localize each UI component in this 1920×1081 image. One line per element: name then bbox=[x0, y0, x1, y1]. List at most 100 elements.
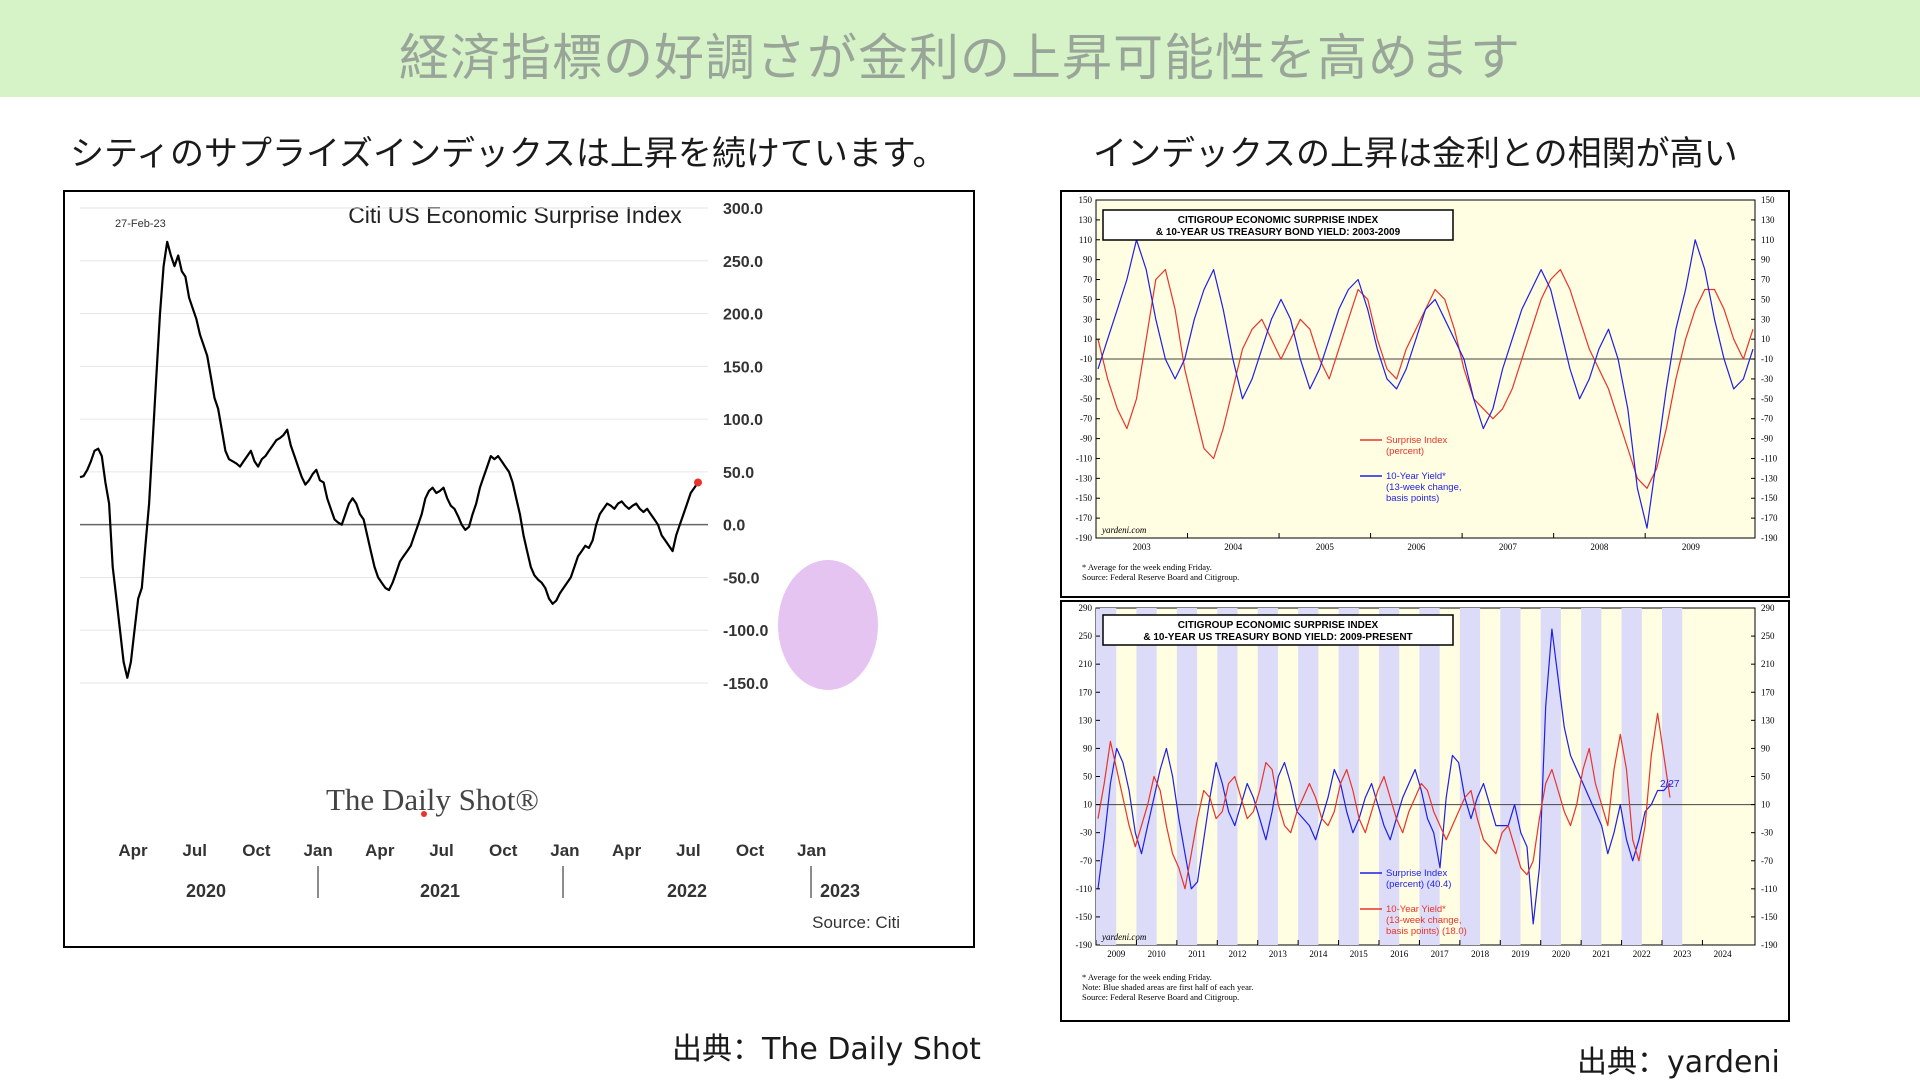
half-year-shade bbox=[1298, 608, 1319, 945]
half-year-shade bbox=[1621, 608, 1642, 945]
legend-text: Surprise Index bbox=[1386, 868, 1448, 879]
year-label: 2021 bbox=[420, 881, 460, 901]
y-tick-label-left: 50 bbox=[1083, 294, 1093, 304]
y-tick-label: 300.0 bbox=[723, 201, 763, 218]
chart-title-box bbox=[1102, 209, 1454, 241]
citi-surprise-chart: 27-Feb-23 Citi US Economic Surprise Inde… bbox=[63, 190, 975, 948]
half-year-shade bbox=[1419, 608, 1440, 945]
y-tick-label-left: 170 bbox=[1079, 687, 1093, 697]
y-tick-label-right: -50 bbox=[1761, 394, 1773, 404]
y-tick-label-left: -130 bbox=[1076, 473, 1093, 483]
y-tick-label-right: 210 bbox=[1761, 659, 1775, 669]
right-credit: 出典：yardeni bbox=[1577, 1045, 1780, 1080]
y-tick-label-right: 170 bbox=[1761, 687, 1775, 697]
y-axis-labels: 290 290 250 250 210 210 170 170 130 130 90 90 50 50 10… bbox=[1076, 603, 1778, 950]
series-group bbox=[79, 240, 702, 679]
chart-title: CITIGROUP ECONOMIC SURPRISE INDEX& 10-YE… bbox=[1156, 215, 1401, 238]
chart-title-line: CITIGROUP ECONOMIC SURPRISE INDEX bbox=[1178, 620, 1379, 631]
x-axis-labels: 2009 2010 2011 2012 2013 2014 2015 2016 2017 2018… bbox=[1095, 940, 1733, 959]
chart-title-line: & 10-YEAR US TREASURY BOND YIELD: 2003-2… bbox=[1156, 227, 1401, 238]
legend-text: basis points) (18.0) bbox=[1386, 926, 1467, 937]
x-tick-label: 2012 bbox=[1229, 949, 1247, 959]
half-year-shade bbox=[1379, 608, 1400, 945]
y-tick-label-left: 90 bbox=[1083, 743, 1093, 753]
x-tick-label: 2013 bbox=[1269, 949, 1288, 959]
x-axis-labels: 2003 2004 2005 2006 2007 2008 2009 bbox=[1095, 533, 1700, 552]
chart-title: CITIGROUP ECONOMIC SURPRISE INDEX& 10-YE… bbox=[1143, 620, 1412, 643]
y-tick-label-left: -190 bbox=[1076, 533, 1093, 543]
x-tick-label: 2018 bbox=[1471, 949, 1490, 959]
month-label: Oct bbox=[242, 841, 271, 860]
month-label: Apr bbox=[365, 841, 395, 860]
y-tick-label-right: -30 bbox=[1761, 828, 1773, 838]
y-tick-label: -100.0 bbox=[723, 623, 768, 640]
website-label: yardeni.com bbox=[1101, 932, 1147, 942]
half-year-shading bbox=[1096, 608, 1683, 945]
chart-title-box bbox=[1102, 614, 1454, 646]
legend-text: basis points) bbox=[1386, 493, 1439, 504]
x-tick-label: 2020 bbox=[1552, 949, 1571, 959]
y-tick-label-left: 110 bbox=[1079, 235, 1093, 245]
half-year-shade bbox=[1217, 608, 1238, 945]
y-tick-label-right: -150 bbox=[1761, 912, 1778, 922]
y-tick-label-left: -70 bbox=[1080, 856, 1092, 866]
y-tick-label-right: 250 bbox=[1761, 631, 1775, 641]
y-tick-label-left: 10 bbox=[1083, 800, 1093, 810]
half-year-shade bbox=[1459, 608, 1481, 945]
chart-date: 27-Feb-23 bbox=[115, 218, 166, 230]
yardeni-chart-2009-present: 290 290 250 250 210 210 170 170 130 130 90 90 50 50 10… bbox=[1060, 600, 1790, 1022]
y-tick-label: -150.0 bbox=[723, 676, 768, 693]
y-tick-label-left: 250 bbox=[1079, 631, 1093, 641]
x-tick-label: 2010 bbox=[1148, 949, 1167, 959]
y-tick-label-right: -70 bbox=[1761, 856, 1773, 866]
x-tick-label: 2005 bbox=[1316, 542, 1335, 552]
half-year-shade bbox=[1500, 608, 1521, 945]
legend-text: Surprise Index bbox=[1386, 435, 1448, 446]
website-label: yardeni.com bbox=[1101, 525, 1147, 535]
y-tick-label-right: 130 bbox=[1761, 715, 1775, 725]
y-tick-label-left: -30 bbox=[1080, 828, 1092, 838]
half-year-shade bbox=[1257, 608, 1278, 945]
x-tick-label: 2004 bbox=[1224, 542, 1243, 552]
month-label: Jul bbox=[429, 841, 454, 860]
watermark-dot bbox=[421, 811, 427, 817]
month-label: Jul bbox=[676, 841, 701, 860]
chart-title-line: CITIGROUP ECONOMIC SURPRISE INDEX bbox=[1178, 215, 1379, 226]
page-title: 経済指標の好調さが金利の上昇可能性を高めます bbox=[399, 29, 1521, 87]
year-label: 2022 bbox=[667, 881, 707, 901]
surprise-index-line bbox=[1097, 628, 1671, 925]
chart-notes: * Average for the week ending Friday.Sou… bbox=[1082, 562, 1239, 582]
y-tick-label-right: 290 bbox=[1761, 603, 1775, 613]
half-year-shade bbox=[1176, 608, 1198, 945]
watermark: The Daily Shot® bbox=[326, 782, 539, 817]
y-axis-labels: 150 150 130 130 110 110 90 90 70 70 50 50 30 30 10 10 -1… bbox=[1076, 195, 1778, 543]
title-banner: 経済指標の好調さが金利の上昇可能性を高めます bbox=[0, 0, 1920, 97]
y-tick-label-right: 50 bbox=[1761, 772, 1771, 782]
y-tick-label-left: -50 bbox=[1080, 394, 1092, 404]
y-axis-labels: 300.0 250.0 200.0 150.0 100.0 50.0 0.0 -50.0 -10… bbox=[723, 201, 768, 693]
chart-title: Citi US Economic Surprise Index bbox=[348, 202, 682, 228]
month-label: Jul bbox=[182, 841, 207, 860]
x-axis-labels: Apr Jul Oct Jan Apr Jul Oct Jan Apr Jul Oct Jan 2020… bbox=[118, 841, 860, 901]
half-year-shade bbox=[1662, 608, 1683, 945]
y-tick-label: 100.0 bbox=[723, 412, 763, 429]
x-tick-label: 2019 bbox=[1512, 949, 1531, 959]
y-tick-label-right: 50 bbox=[1761, 294, 1771, 304]
y-tick-label-right: -30 bbox=[1761, 374, 1773, 384]
y-tick-label-right: 90 bbox=[1761, 255, 1771, 265]
x-tick-label: 2008 bbox=[1590, 542, 1609, 552]
yardeni-chart-2003-2009: 150 150 130 130 110 110 90 90 70 70 50 50 30 30 10 10 -1… bbox=[1060, 190, 1790, 598]
x-tick-label: 2016 bbox=[1390, 949, 1409, 959]
x-tick-label: 2022 bbox=[1633, 949, 1651, 959]
half-year-shade bbox=[1540, 608, 1561, 945]
x-tick-label: 2024 bbox=[1714, 949, 1733, 959]
y-tick-label-right: 70 bbox=[1761, 275, 1771, 285]
chart-note: * Average for the week ending Friday. bbox=[1082, 972, 1212, 982]
month-label: Jan bbox=[303, 841, 332, 860]
left-subtitle: シティのサプライズインデックスは上昇を続けています。 bbox=[70, 134, 947, 174]
series-group bbox=[1097, 239, 1754, 529]
left-credit: 出典：The Daily Shot bbox=[672, 1032, 981, 1067]
month-label: Oct bbox=[736, 841, 765, 860]
legend-text: 10-Year Yield* bbox=[1386, 471, 1446, 482]
half-year-shade bbox=[1136, 608, 1157, 945]
